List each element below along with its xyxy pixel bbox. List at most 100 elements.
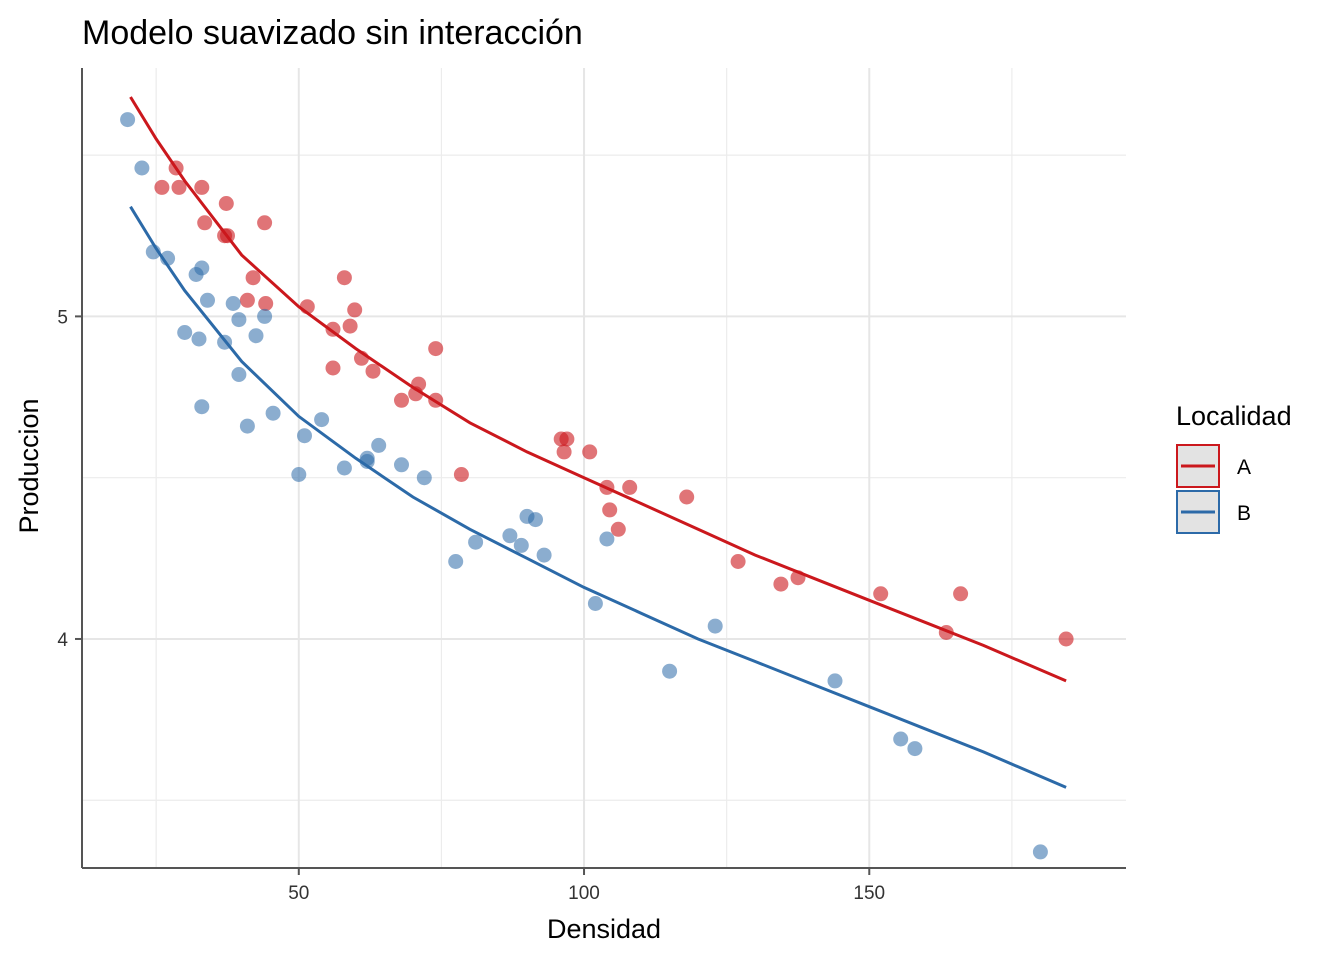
point-a <box>556 444 572 460</box>
axes <box>75 68 1126 875</box>
x-tick-label: 150 <box>853 883 885 904</box>
point-a <box>394 392 409 408</box>
point-a <box>428 341 444 357</box>
legend-item-a: A <box>1176 444 1251 488</box>
legend: Localidad AB <box>1176 401 1292 534</box>
point-b <box>502 528 518 544</box>
point-b <box>134 160 150 176</box>
legend-title: Localidad <box>1176 401 1292 431</box>
point-a <box>299 299 315 315</box>
point-b <box>291 467 307 482</box>
point-a <box>325 321 341 337</box>
point-a <box>168 160 184 176</box>
point-b <box>177 325 193 340</box>
point-a <box>171 179 187 195</box>
point-b <box>160 250 176 266</box>
point-a <box>257 215 273 231</box>
point-a <box>938 625 954 640</box>
x-tick-label: 50 <box>288 883 309 904</box>
point-a <box>342 318 358 334</box>
point-a <box>679 489 695 505</box>
point-a <box>582 444 598 460</box>
point-b <box>587 596 603 611</box>
fit-line-b <box>129 205 1067 789</box>
point-a <box>220 228 235 244</box>
point-a <box>194 179 210 195</box>
point-b <box>239 418 255 434</box>
point-a <box>154 179 170 195</box>
point-b <box>231 367 247 382</box>
tick-labels: 50 100 150 4 5 <box>57 307 885 904</box>
grid <box>82 68 1126 868</box>
point-b <box>200 292 215 308</box>
point-b <box>257 308 273 324</box>
point-b <box>662 663 678 679</box>
point-a <box>325 360 341 376</box>
point-b <box>217 334 233 350</box>
point-b <box>513 537 529 553</box>
point-b <box>225 296 241 311</box>
point-a <box>197 215 213 231</box>
point-b <box>1032 844 1048 860</box>
point-b <box>536 547 552 563</box>
point-b <box>336 460 352 476</box>
point-a <box>730 554 746 569</box>
point-a <box>336 270 352 286</box>
point-b <box>314 412 330 428</box>
point-a <box>559 431 575 447</box>
point-b <box>359 454 375 469</box>
point-b <box>468 534 484 550</box>
point-a <box>428 392 444 408</box>
point-a <box>218 196 234 211</box>
point-b <box>248 328 264 344</box>
point-a <box>453 467 469 482</box>
point-a <box>365 363 381 379</box>
point-b <box>297 428 312 444</box>
fit-line-a <box>129 96 1067 683</box>
legend-items: AB <box>1176 444 1251 534</box>
point-a <box>239 292 255 308</box>
legend-label: A <box>1237 456 1251 479</box>
y-tick-label: 4 <box>57 630 68 651</box>
point-b <box>893 731 909 747</box>
point-b <box>528 512 543 528</box>
point-b <box>448 554 464 569</box>
point-b <box>599 531 615 547</box>
point-b <box>145 244 161 260</box>
point-a <box>599 479 615 495</box>
point-b <box>231 312 247 328</box>
point-b <box>394 457 409 473</box>
point-b <box>191 331 207 347</box>
point-a <box>622 479 638 495</box>
point-a <box>258 296 274 311</box>
y-axis-title: Produccion <box>14 398 44 533</box>
point-b <box>194 399 210 415</box>
point-a <box>953 586 969 602</box>
point-b <box>827 673 843 689</box>
y-tick-label: 5 <box>57 307 68 328</box>
point-b <box>265 405 281 421</box>
x-axis-title: Densidad <box>547 914 661 944</box>
legend-label: B <box>1237 502 1251 525</box>
point-a <box>610 521 626 537</box>
point-a <box>411 376 427 392</box>
x-tick-label: 100 <box>568 883 600 904</box>
point-b <box>416 470 432 486</box>
fit-lines <box>129 96 1067 789</box>
point-a <box>790 570 806 586</box>
point-a <box>773 576 789 592</box>
point-b <box>907 741 923 757</box>
point-b <box>371 437 387 453</box>
point-a <box>245 270 261 286</box>
point-a <box>602 502 618 518</box>
point-b <box>707 618 723 634</box>
point-a <box>347 302 363 318</box>
point-b <box>120 112 136 128</box>
chart-title: Modelo suavizado sin interacción <box>82 14 583 52</box>
points <box>120 112 1074 860</box>
point-a <box>354 350 369 366</box>
point-a <box>873 586 889 602</box>
point-a <box>1058 631 1074 647</box>
legend-item-b: B <box>1176 490 1251 534</box>
